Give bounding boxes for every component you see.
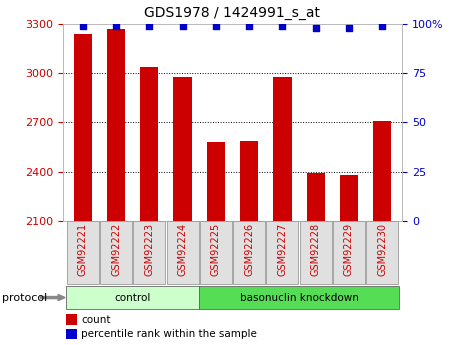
Point [345, 25, 352, 31]
Text: GSM92224: GSM92224 [178, 223, 187, 276]
FancyBboxPatch shape [300, 221, 332, 284]
Point [312, 25, 319, 31]
Bar [173, 77, 192, 221]
FancyBboxPatch shape [100, 221, 132, 284]
Bar [373, 121, 392, 221]
Text: GSM92227: GSM92227 [278, 223, 287, 276]
Bar [66, 329, 77, 339]
Text: GSM92223: GSM92223 [144, 223, 154, 276]
Text: GSM92225: GSM92225 [211, 223, 221, 276]
Text: GSM92226: GSM92226 [244, 223, 254, 276]
FancyBboxPatch shape [166, 221, 199, 284]
Point [113, 23, 120, 29]
FancyBboxPatch shape [133, 221, 165, 284]
Point [246, 23, 253, 29]
Text: percentile rank within the sample: percentile rank within the sample [81, 329, 257, 339]
Text: GSM92221: GSM92221 [78, 223, 88, 276]
FancyBboxPatch shape [266, 221, 299, 284]
Text: protocol: protocol [2, 293, 47, 303]
Text: count: count [81, 315, 111, 325]
Bar [66, 314, 77, 325]
Text: GSM92222: GSM92222 [111, 223, 121, 276]
Point [179, 23, 186, 29]
Text: GSM92229: GSM92229 [344, 223, 354, 276]
FancyBboxPatch shape [199, 286, 399, 309]
Bar [273, 77, 292, 221]
Title: GDS1978 / 1424991_s_at: GDS1978 / 1424991_s_at [145, 6, 320, 20]
Text: GSM92230: GSM92230 [377, 223, 387, 276]
FancyBboxPatch shape [233, 221, 265, 284]
Text: control: control [114, 293, 151, 303]
FancyBboxPatch shape [66, 286, 199, 309]
FancyBboxPatch shape [333, 221, 365, 284]
FancyBboxPatch shape [366, 221, 398, 284]
Point [379, 23, 386, 29]
Point [279, 23, 286, 29]
Point [146, 23, 153, 29]
Bar [340, 175, 358, 221]
Bar [107, 29, 125, 221]
Bar [306, 173, 325, 221]
FancyBboxPatch shape [200, 221, 232, 284]
Bar [73, 34, 92, 221]
Text: basonuclin knockdown: basonuclin knockdown [239, 293, 359, 303]
Point [79, 23, 86, 29]
Bar [207, 142, 225, 221]
FancyBboxPatch shape [67, 221, 99, 284]
Bar [240, 140, 258, 221]
Point [212, 23, 219, 29]
Text: GSM92228: GSM92228 [311, 223, 321, 276]
Bar [140, 67, 159, 221]
